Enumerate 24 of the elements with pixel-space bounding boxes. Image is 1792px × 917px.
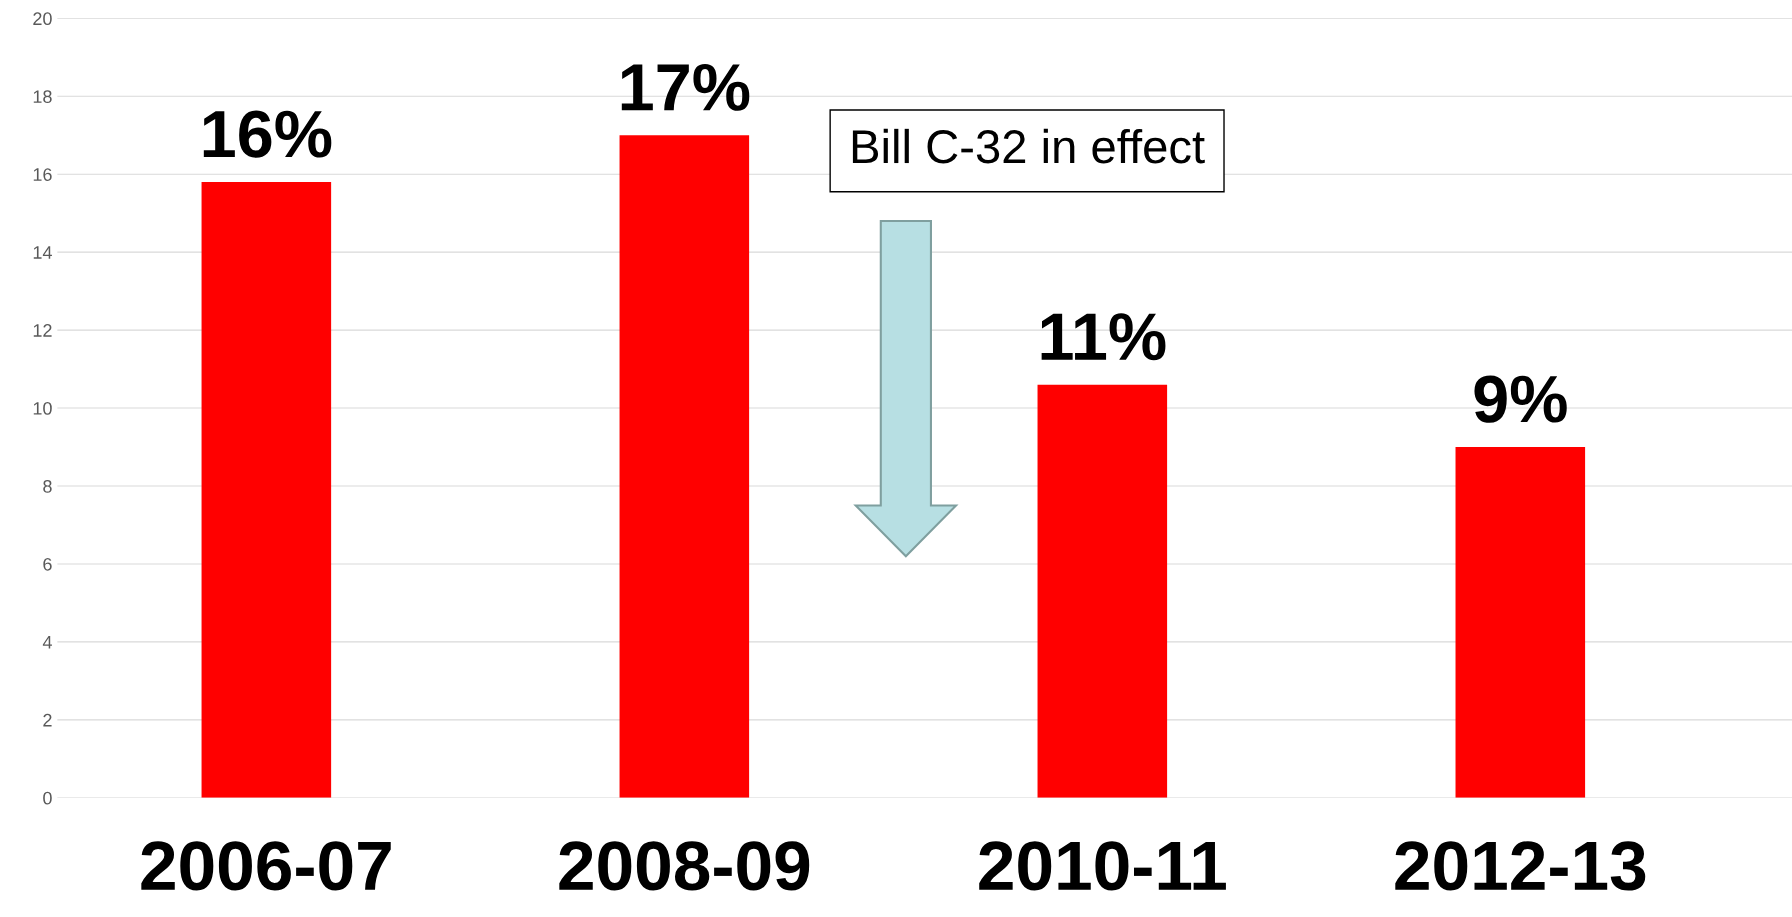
x-tick-label: 2008-09 [559,841,810,891]
data-label: 11% [1041,313,1166,361]
y-tick-label: 16 [33,168,52,181]
data-label: 9% [1474,375,1567,423]
y-tick-label: 10 [33,402,52,415]
x-tick-label: 2010-11 [979,841,1226,891]
y-tick-label: 0 [43,791,52,805]
y-tick-label: 14 [33,246,52,259]
y-tick-label: 2 [43,713,52,727]
y-tick-label: 18 [33,90,52,104]
y-tick-label: 12 [33,324,52,337]
bar [619,135,750,798]
data-label: 17% [621,63,750,111]
bar [201,182,332,798]
y-tick-label: 6 [43,557,52,571]
data-label: 16% [203,110,332,158]
annotation: Bill C-32 in effect [852,128,1205,164]
y-tick-label: 4 [42,636,52,649]
y-tick-label: 8 [43,479,52,493]
x-tick-label: 2006-07 [141,841,391,891]
bar [1037,384,1168,798]
y-tick-label: 20 [33,12,52,26]
bar [1455,447,1586,798]
x-tick-label: 2012-13 [1395,841,1646,891]
